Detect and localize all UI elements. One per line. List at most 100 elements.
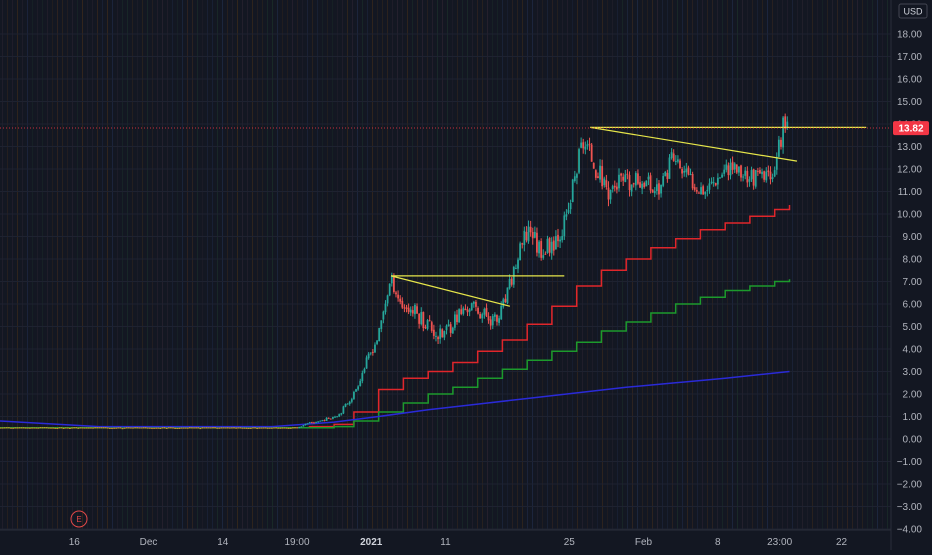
candle-body — [31, 427, 33, 429]
time-tick-label: 23:00 — [767, 537, 792, 548]
candle-body — [5, 427, 8, 429]
session-stripe — [122, 0, 123, 530]
session-stripe — [457, 0, 458, 530]
candle-body — [773, 170, 776, 177]
price-axis[interactable]: 18.0017.0016.0015.0014.0013.0012.0011.00… — [897, 30, 923, 536]
candle-body — [506, 287, 509, 304]
candle-body — [359, 380, 362, 387]
session-stripe — [417, 0, 418, 530]
candle-body — [683, 170, 686, 173]
session-stripe — [377, 0, 378, 530]
session-stripe — [32, 0, 33, 530]
session-stripe — [17, 0, 18, 530]
candle-body — [390, 275, 393, 284]
candle-body — [704, 192, 707, 195]
candle-body — [298, 426, 301, 429]
candle-body — [460, 309, 463, 315]
candle-body — [424, 327, 427, 329]
candle-body — [193, 427, 195, 429]
candle-body — [33, 427, 36, 429]
candle-body — [264, 427, 267, 429]
candle-body — [18, 427, 21, 429]
price-tick-label: 4.00 — [903, 345, 923, 356]
session-stripe — [502, 0, 503, 530]
candle-body — [212, 427, 214, 429]
candle-body — [176, 427, 179, 429]
candle-body — [571, 179, 574, 202]
candle-body — [348, 401, 351, 405]
price-tick-label: 11.00 — [898, 187, 923, 198]
trendlines[interactable] — [390, 126, 867, 307]
candle-body — [649, 175, 652, 191]
candle-body — [746, 170, 749, 183]
candle-body — [662, 176, 665, 186]
candle-body — [102, 427, 105, 429]
price-tick-label: 8.00 — [903, 255, 923, 266]
session-stripe — [177, 0, 178, 530]
candle-body — [714, 182, 717, 186]
candle-body — [319, 420, 322, 422]
candle-body — [26, 427, 29, 429]
candle-body — [83, 427, 86, 429]
candle-body — [403, 307, 406, 309]
currency-badge[interactable]: USD — [898, 3, 928, 19]
candle-body — [111, 427, 113, 429]
session-stripe — [522, 0, 523, 530]
session-stripe — [97, 0, 98, 530]
candle-body — [29, 427, 31, 429]
trendline[interactable] — [590, 126, 798, 162]
candle-body — [127, 427, 130, 429]
candle-body — [207, 427, 210, 429]
session-stripe — [527, 0, 528, 530]
candle-body — [12, 427, 15, 429]
candle-body — [161, 427, 164, 429]
time-axis[interactable]: 16 Dec 14 19:00 2021 11 25 Feb 8 23:00 22 — [69, 537, 848, 548]
candle-body — [622, 176, 625, 181]
candle-body — [409, 309, 412, 313]
candle-body — [542, 255, 545, 258]
session-stripe — [572, 0, 573, 530]
session-stripe — [477, 0, 478, 530]
candle-body — [340, 413, 343, 415]
candle-body — [220, 427, 223, 429]
candle-body — [666, 173, 669, 180]
session-stripe — [682, 0, 683, 530]
price-tick-label: 3.00 — [903, 367, 923, 378]
candle-body — [691, 173, 694, 189]
candle-body — [456, 314, 458, 323]
session-stripe — [267, 0, 268, 530]
candle-body — [142, 427, 145, 429]
candle-body — [289, 427, 292, 429]
candle-body — [700, 187, 702, 195]
candle-body — [94, 427, 97, 429]
session-stripe — [437, 0, 438, 530]
candle-body — [73, 427, 76, 429]
session-stripe — [167, 0, 168, 530]
price-tick-label: −2.00 — [897, 480, 923, 491]
candle-body — [681, 169, 684, 174]
candle-body — [20, 427, 23, 429]
session-stripe — [412, 0, 413, 530]
candle-body — [754, 170, 757, 187]
trendline[interactable] — [390, 275, 510, 307]
time-tick-label: 8 — [715, 537, 721, 548]
candle-body — [321, 420, 324, 422]
session-stripe — [757, 0, 758, 530]
candle-body — [222, 427, 225, 429]
candle-body — [180, 427, 183, 429]
candle-body — [226, 427, 229, 429]
session-stripe — [137, 0, 138, 530]
session-stripe — [197, 0, 198, 530]
session-stripe — [462, 0, 463, 530]
candle-body — [336, 416, 338, 418]
earnings-marker[interactable]: E — [70, 510, 88, 528]
session-stripe — [822, 0, 823, 530]
session-stripe — [747, 0, 748, 530]
session-stripe — [392, 0, 393, 530]
session-stripe — [882, 0, 883, 530]
candle-body — [761, 171, 763, 175]
candle-body — [292, 427, 294, 429]
